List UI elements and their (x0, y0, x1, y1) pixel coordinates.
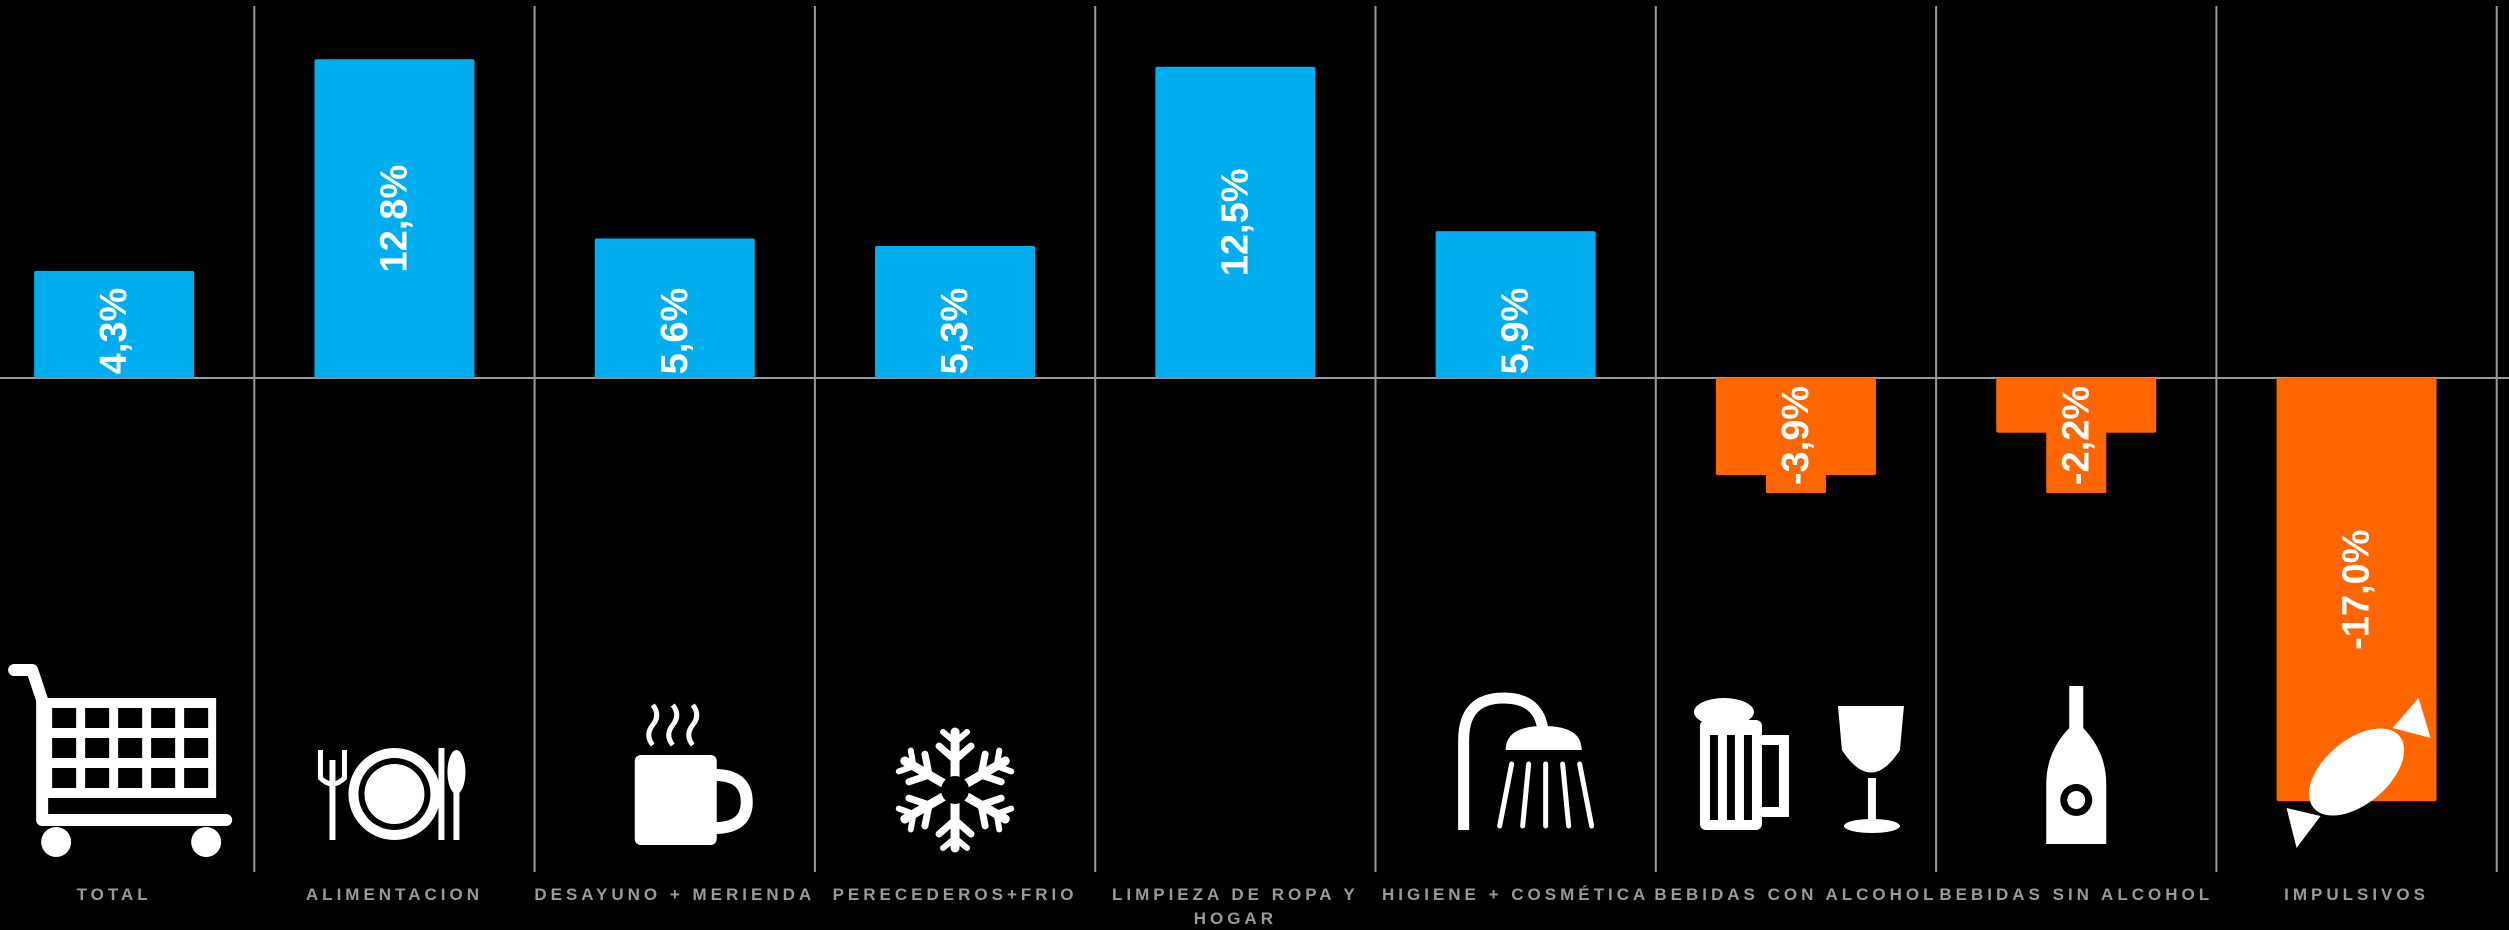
bar-label-tab-4 (925, 284, 986, 378)
bottle-icon (2046, 686, 2107, 844)
category-icons (8, 664, 2431, 857)
category-label-5: LIMPIEZA DE ROPA Y HOGAR (1112, 885, 1359, 928)
bar-value-label-3: 5,6% (654, 288, 696, 375)
bar-value-label-8: -2,2% (2055, 386, 2097, 485)
bar-label-tab-8 (2046, 378, 2107, 493)
snowflake-icon (895, 727, 1015, 853)
bar-5 (1155, 66, 1316, 378)
category-label-1: TOTAL (77, 885, 152, 904)
bar-label-tab-6 (1485, 284, 1546, 378)
shower-icon (1458, 692, 1595, 830)
category-label-3: DESAYUNO + MERIENDA (534, 885, 815, 904)
category-label-7: BEBIDAS CON ALCOHOL (1654, 885, 1937, 904)
category-label-4: PERECEDEROS+FRIO (833, 885, 1078, 904)
bar-label-tab-7 (1765, 378, 1826, 493)
bar-value-label-2: 12,8% (373, 165, 415, 273)
bar-label-tab-1 (84, 284, 145, 378)
plate-cutlery-icon (317, 748, 466, 840)
category-label-6: HIGIENE + COSMÉTICA (1382, 885, 1649, 904)
chart-bars: 4,3% 12,8% 5,6% 5,3% 12,5% 5,9% -3,9% -2,2% -17,… (34, 59, 2437, 802)
hot-cup-icon (634, 703, 753, 845)
beer-wine-icon (1693, 698, 1904, 833)
bar-value-label-6: 5,9% (1495, 288, 1537, 375)
candy-icon (2286, 698, 2431, 848)
category-label-9: IMPULSIVOS (2284, 885, 2429, 904)
bar-label-tab-3 (644, 284, 705, 378)
category-labels: TOTAL ALIMENTACION DESAYUNO + MERIENDA PERE… (77, 885, 2429, 928)
category-label-8: BEBIDAS SIN ALCOHOL (1939, 885, 2213, 904)
bar-value-label-4: 5,3% (934, 288, 976, 375)
bar-value-label-1: 4,3% (93, 288, 135, 375)
bar-2 (314, 59, 475, 378)
bar-9 (2276, 378, 2437, 802)
bar-value-label-5: 12,5% (1214, 169, 1256, 277)
bar-value-label-9: -17,0% (2336, 529, 2378, 649)
category-label-2: ALIMENTACION (306, 885, 483, 904)
shopping-cart-icon (8, 664, 233, 857)
bar-value-label-7: -3,9% (1775, 386, 1817, 485)
